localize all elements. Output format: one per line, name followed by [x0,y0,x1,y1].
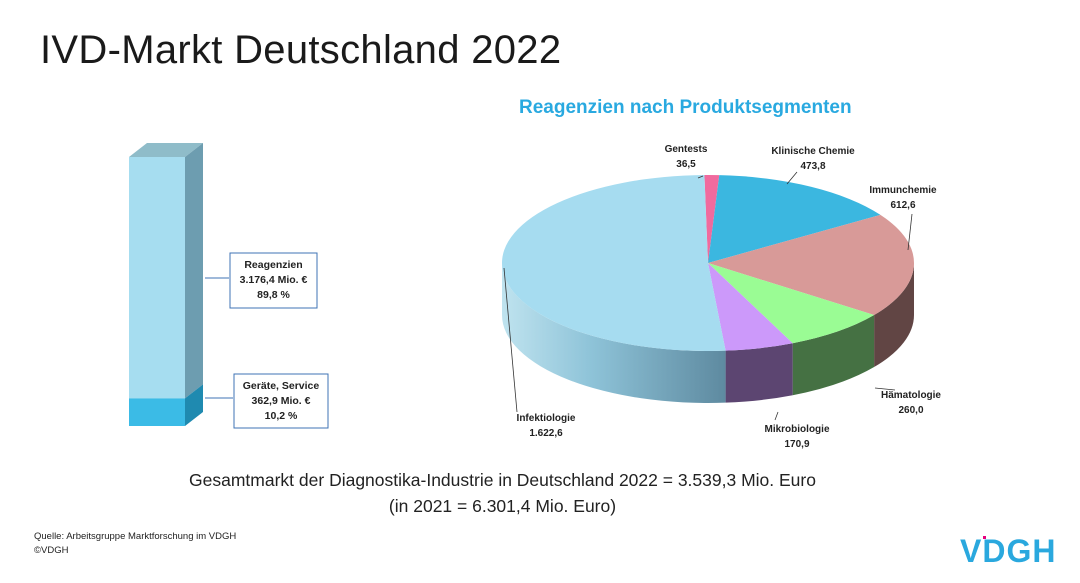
pie-leader-lines [503,171,913,421]
bar-segment-reagenzien [129,157,185,399]
bar-label-reagenzien-percent: 89,8 % [257,289,290,301]
total-market-line: Gesamtmarkt der Diagnostika-Industrie in… [189,470,816,490]
label-box-reagenzien [229,252,318,309]
pie-rim-haematologie [792,315,875,396]
bar-side-geraete-service [185,384,203,426]
pie-slice-infektiologie [502,175,726,351]
vdgh-logo: VDGH [960,533,1056,569]
pie-chart-title: Reagenzien nach Produktsegmenten [519,97,852,118]
pie-label-mikrobiologie-value: 170,9 [784,439,809,450]
pie-rim [502,263,914,404]
previous-year-line: (in 2021 = 6.301,4 Mio. Euro) [388,496,617,516]
pie-chart: Gentests 36,5 Klinische Chemie 473,8 Imm… [502,144,941,450]
pie-label-mikrobiologie-name: Mikrobiologie [765,424,830,435]
svg-text:VDGH: VDGH [960,533,1056,569]
pie-label-klinische-chemie-value: 473,8 [800,161,825,172]
pie-label-gentests-value: 36,5 [676,159,696,170]
bar-side-reagenzien [185,143,203,399]
pie-label-immunchemie-name: Immunchemie [869,185,937,196]
pie-label-infektiologie-name: Infektiologie [517,413,576,424]
pie-leader-line-mikrobiologie [774,411,779,421]
pie-label-infektiologie-value: 1.622,6 [529,428,563,439]
bar-label-reagenzien-name: Reagenzien [244,259,302,271]
pie-label-haematologie-value: 260,0 [898,405,923,416]
bar-label-geraete-service-name: Geräte, Service [243,380,320,392]
pie-label-gentests-name: Gentests [665,144,708,155]
pie-label-immunchemie-value: 612,6 [890,200,915,211]
pie-leader-line-infektiologie [503,267,518,413]
logo-dot [983,536,986,539]
bar-top-face [129,143,203,157]
stacked-bar-chart: Reagenzien 3.176,4 Mio. € 89,8 % Geräte,… [129,143,329,429]
bar-label-geraete-service-percent: 10,2 % [265,410,298,422]
bar-label-geraete-service-value: 362,9 Mio. € [252,395,311,407]
label-box-geraete-service [233,373,329,429]
pie-slice-immunchemie [708,214,914,316]
pie-rim-infektiologie [502,263,726,404]
source-note: Quelle: Arbeitsgruppe Marktforschung im … [34,531,237,542]
pie-leader-line-immunchemie [907,213,913,251]
pie-rim-mikrobiologie [725,343,793,403]
pie-label-haematologie-name: Hämatologie [881,390,941,401]
pie-leader-line-haematologie [874,387,896,391]
pie-slice-mikrobiologie [708,263,793,351]
bar-label-reagenzien-value: 3.176,4 Mio. € [240,274,308,286]
pie-top [502,175,914,351]
pie-leader-line-klinische-chemie [786,171,798,185]
copyright-note: ©VDGH [34,545,69,556]
pie-rim-immunchemie [874,263,914,368]
page-title: IVD-Markt Deutschland 2022 [40,28,562,72]
pie-slice-haematologie [708,263,875,344]
pie-slice-klinische-chemie [708,175,881,263]
pie-leader-line-gentests [697,175,704,179]
pie-label-klinische-chemie-name: Klinische Chemie [771,146,855,157]
bar-segment-geraete-service [129,398,185,426]
pie-slice-gentests [704,175,720,263]
